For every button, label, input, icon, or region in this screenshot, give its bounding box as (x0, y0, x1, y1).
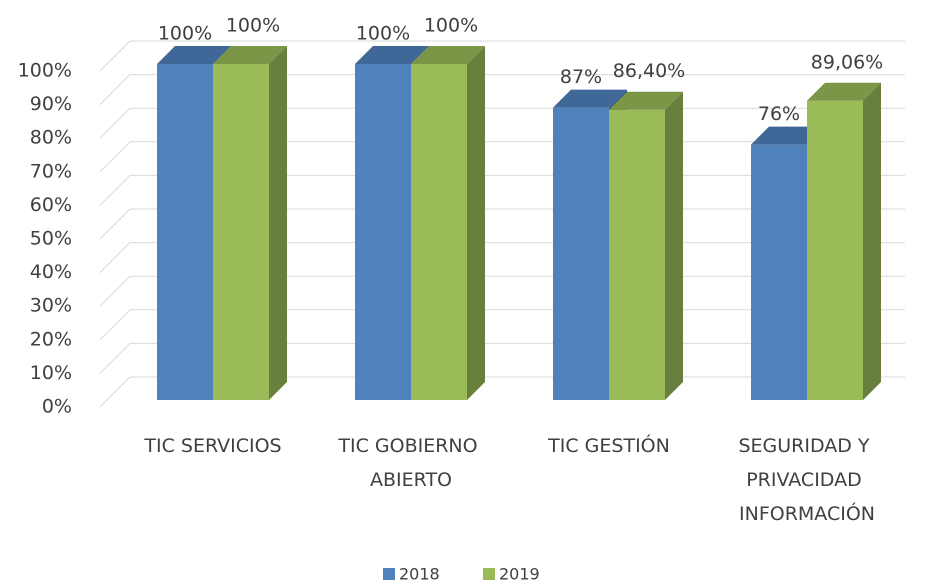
data-label: 100% (226, 15, 280, 37)
grid-line-depth (99, 309, 131, 341)
grid-line-depth (99, 208, 131, 240)
bar (411, 46, 485, 400)
grid-line-depth (99, 74, 131, 105)
y-tick-label: 0% (42, 396, 72, 418)
bar-top (411, 46, 485, 64)
bar-top (355, 46, 429, 64)
y-tick-label: 20% (30, 328, 72, 350)
legend-swatch (483, 568, 495, 580)
x-tick-label: SEGURIDAD Y PRIVACIDAD INFORMACIÓN (738, 435, 875, 525)
x-tick-label: TIC GOBIERNO ABIERTO (337, 435, 483, 491)
bar-top (751, 126, 825, 145)
legend-swatch (383, 568, 395, 580)
grid-line-depth (99, 343, 131, 374)
grid-line-depth (99, 376, 131, 408)
data-label: 87% (560, 66, 602, 88)
y-tick-label: 50% (30, 228, 72, 250)
grid-line-depth (99, 175, 131, 206)
y-tick-label: 10% (30, 362, 72, 384)
x-tick-label: TIC SERVICIOS (143, 435, 281, 457)
grid-line-depth (99, 275, 131, 307)
bar-front (355, 64, 411, 400)
grid-line-depth (99, 242, 131, 273)
bar (609, 91, 683, 401)
bar-front (553, 107, 609, 401)
legend-label: 2019 (499, 565, 540, 584)
bar (807, 82, 881, 401)
data-label: 100% (356, 23, 410, 45)
bar-front (807, 100, 863, 401)
bar-top (807, 82, 881, 101)
bar-top (213, 46, 287, 64)
bar-top (157, 46, 231, 64)
data-label: 100% (158, 23, 212, 45)
y-tick-label: 70% (30, 160, 72, 182)
x-tick-label: TIC GESTIÓN (547, 433, 670, 457)
bar-front (157, 64, 213, 400)
data-label: 76% (758, 103, 800, 125)
bar-front (609, 109, 665, 401)
bar-side (863, 82, 881, 401)
y-tick-label: 80% (30, 127, 72, 149)
y-tick-label: 40% (30, 261, 72, 283)
grid-line-depth (99, 107, 131, 139)
data-label: 86,40% (613, 60, 685, 82)
y-tick-label: 30% (30, 295, 72, 317)
bar-side (269, 46, 287, 400)
grid-line-depth (99, 40, 131, 72)
bar (213, 46, 287, 400)
y-tick-label: 100% (18, 60, 72, 82)
data-label: 100% (424, 15, 478, 37)
grid-line-depth (99, 141, 131, 173)
bar-front (213, 64, 269, 400)
bar-front (411, 64, 467, 400)
bar-side (665, 91, 683, 401)
bar-top (553, 89, 627, 108)
bar-side (467, 46, 485, 400)
bar-top (609, 91, 683, 110)
data-label: 89,06% (811, 51, 883, 73)
y-tick-label: 90% (30, 93, 72, 115)
legend-label: 2018 (399, 565, 440, 584)
y-tick-label: 60% (30, 194, 72, 216)
bar-front (751, 144, 807, 400)
